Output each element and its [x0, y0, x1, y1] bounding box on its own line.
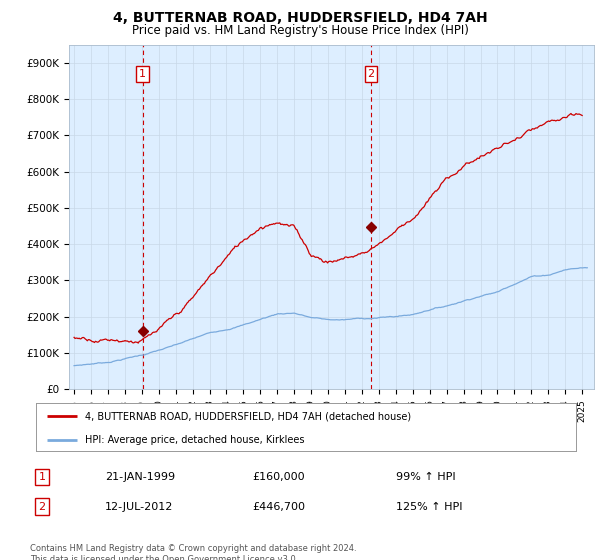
Text: 125% ↑ HPI: 125% ↑ HPI — [396, 502, 463, 512]
Text: 2: 2 — [367, 69, 374, 79]
Text: 4, BUTTERNAB ROAD, HUDDERSFIELD, HD4 7AH: 4, BUTTERNAB ROAD, HUDDERSFIELD, HD4 7AH — [113, 11, 487, 25]
Text: 21-JAN-1999: 21-JAN-1999 — [105, 472, 175, 482]
Text: £160,000: £160,000 — [252, 472, 305, 482]
Text: 1: 1 — [38, 472, 46, 482]
Text: 4, BUTTERNAB ROAD, HUDDERSFIELD, HD4 7AH (detached house): 4, BUTTERNAB ROAD, HUDDERSFIELD, HD4 7AH… — [85, 411, 411, 421]
Text: Contains HM Land Registry data © Crown copyright and database right 2024.
This d: Contains HM Land Registry data © Crown c… — [30, 544, 356, 560]
Text: 1: 1 — [139, 69, 146, 79]
Text: Price paid vs. HM Land Registry's House Price Index (HPI): Price paid vs. HM Land Registry's House … — [131, 24, 469, 36]
Text: HPI: Average price, detached house, Kirklees: HPI: Average price, detached house, Kirk… — [85, 435, 304, 445]
Text: £446,700: £446,700 — [252, 502, 305, 512]
Text: 99% ↑ HPI: 99% ↑ HPI — [396, 472, 455, 482]
Text: 12-JUL-2012: 12-JUL-2012 — [105, 502, 173, 512]
Text: 2: 2 — [38, 502, 46, 512]
